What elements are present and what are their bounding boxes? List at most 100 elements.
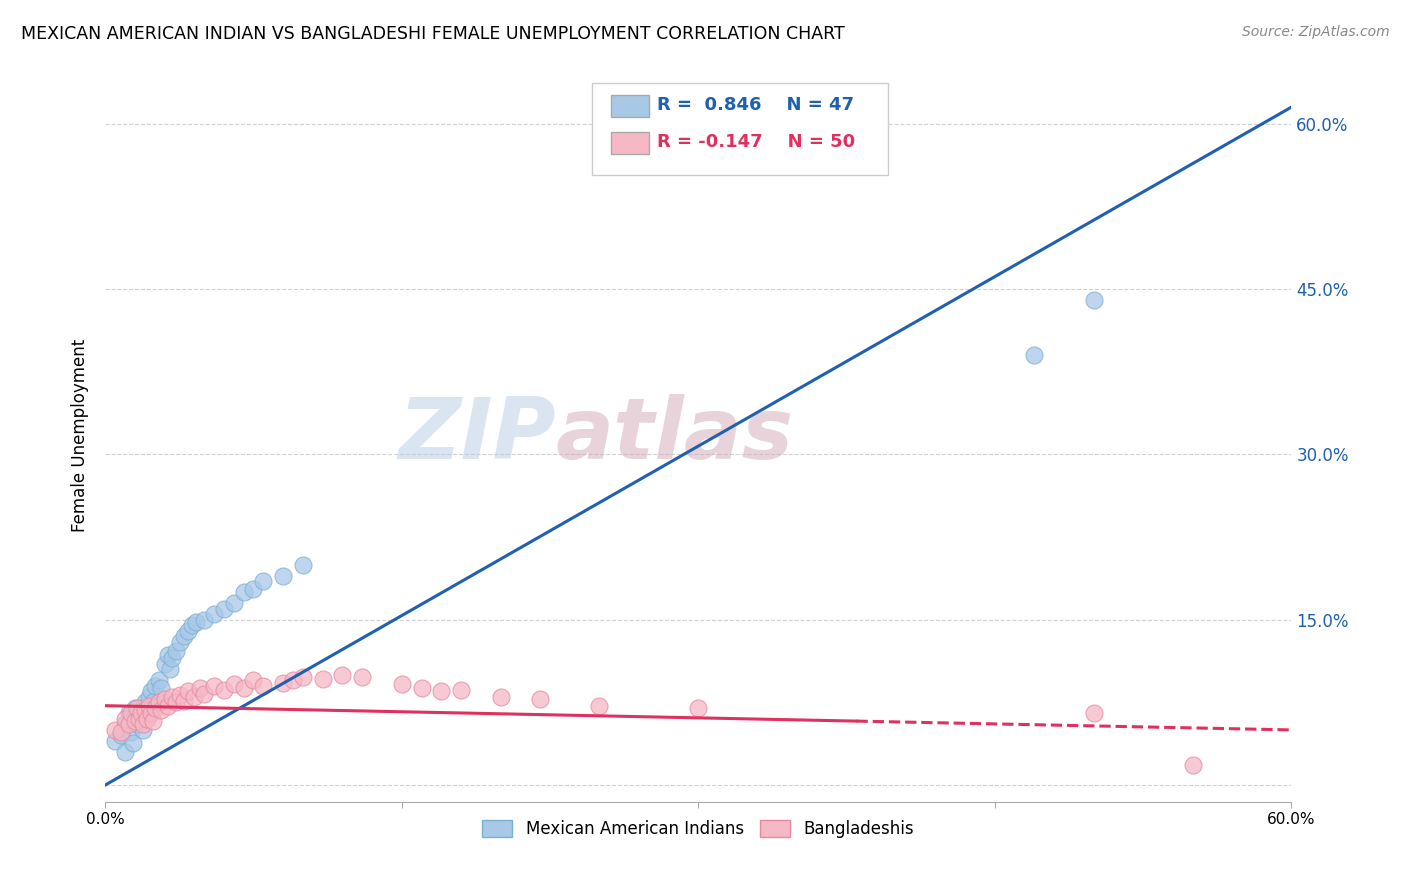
Point [193, 613, 215, 627]
Text: Source: ZipAtlas.com: Source: ZipAtlas.com [1241, 25, 1389, 39]
Point [118, 717, 141, 731]
Point [138, 706, 160, 721]
Point [212, 601, 235, 615]
Point [114, 717, 136, 731]
Point [177, 624, 200, 638]
Y-axis label: Female Unemployment: Female Unemployment [72, 338, 89, 532]
Point [411, 681, 433, 695]
Text: atlas: atlas [555, 393, 794, 476]
Point [281, 673, 304, 688]
Point [450, 683, 472, 698]
Point [124, 714, 146, 728]
Point [332, 668, 354, 682]
Point [148, 695, 170, 709]
Point [242, 673, 264, 688]
Point [183, 690, 205, 704]
Point [104, 734, 127, 748]
Point [252, 679, 274, 693]
Point [138, 698, 160, 713]
Point [169, 688, 191, 702]
Point [143, 679, 166, 693]
Point [139, 706, 162, 721]
Point [271, 568, 294, 582]
Point [232, 681, 254, 695]
Point [162, 651, 184, 665]
Point [291, 558, 314, 572]
Point [149, 703, 172, 717]
Point [110, 725, 132, 739]
Point [148, 673, 170, 688]
Point [165, 643, 187, 657]
Point [129, 703, 152, 717]
Text: R = -0.147    N = 50: R = -0.147 N = 50 [657, 133, 855, 151]
Point [271, 675, 294, 690]
Text: ZIP: ZIP [398, 393, 555, 476]
Point [291, 670, 314, 684]
Point [312, 672, 335, 686]
Point [132, 717, 155, 731]
Point [128, 712, 150, 726]
Legend: Mexican American Indians, Bangladeshis: Mexican American Indians, Bangladeshis [475, 813, 921, 845]
Point [165, 695, 187, 709]
FancyBboxPatch shape [610, 131, 648, 153]
Point [162, 690, 184, 704]
Point [222, 676, 245, 690]
Point [252, 574, 274, 588]
Point [124, 712, 146, 726]
Point [134, 706, 156, 721]
Point [134, 703, 156, 717]
Point [128, 709, 150, 723]
Point [177, 684, 200, 698]
Point [143, 701, 166, 715]
Point [391, 676, 413, 690]
Point [122, 736, 145, 750]
Point [142, 714, 165, 728]
Point [132, 723, 155, 737]
Point [120, 706, 142, 721]
Point [118, 706, 141, 721]
Point [114, 712, 136, 726]
Point [142, 695, 165, 709]
Point [129, 706, 152, 721]
Point [139, 684, 162, 698]
Point [489, 690, 512, 704]
FancyBboxPatch shape [610, 95, 648, 117]
Point [157, 698, 180, 713]
Point [159, 662, 181, 676]
Point [149, 681, 172, 695]
Point [242, 582, 264, 596]
Point [188, 681, 211, 695]
Point [529, 692, 551, 706]
Point [138, 690, 160, 704]
Point [135, 701, 157, 715]
Point [135, 712, 157, 726]
Point [110, 728, 132, 742]
Point [125, 701, 148, 715]
Point [153, 692, 176, 706]
Point [125, 717, 148, 731]
Point [430, 684, 453, 698]
Point [202, 607, 225, 622]
Point [173, 694, 195, 708]
Point [104, 723, 127, 737]
Point [129, 714, 152, 728]
Point [181, 618, 204, 632]
Point [232, 585, 254, 599]
Point [124, 701, 146, 715]
Point [120, 714, 142, 728]
Point [157, 648, 180, 662]
Point [134, 695, 156, 709]
Text: MEXICAN AMERICAN INDIAN VS BANGLADESHI FEMALE UNEMPLOYMENT CORRELATION CHART: MEXICAN AMERICAN INDIAN VS BANGLADESHI F… [21, 25, 845, 43]
Point [1083, 706, 1105, 721]
Point [193, 687, 215, 701]
FancyBboxPatch shape [592, 83, 889, 175]
Point [1024, 348, 1046, 362]
Point [588, 698, 610, 713]
Point [114, 745, 136, 759]
Point [688, 701, 710, 715]
Point [1181, 758, 1204, 772]
Point [202, 679, 225, 693]
Point [153, 657, 176, 671]
Point [212, 683, 235, 698]
Point [143, 698, 166, 713]
